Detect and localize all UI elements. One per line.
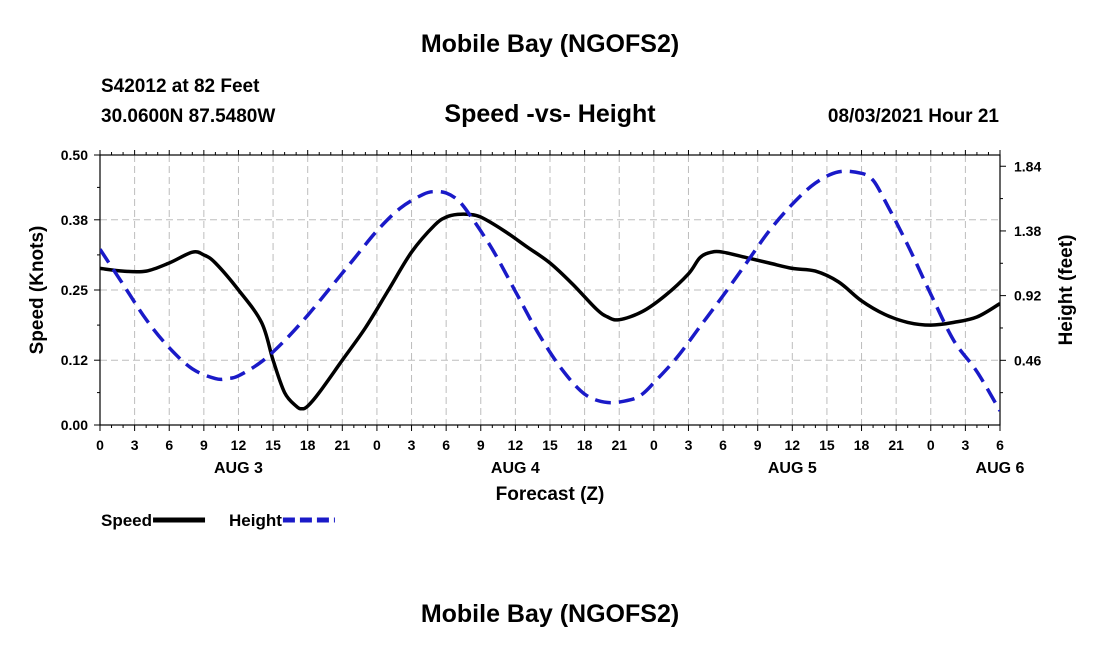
x-tick-label: 9 — [754, 437, 762, 453]
day-label: AUG 6 — [976, 460, 1025, 477]
x-tick-label: 3 — [961, 437, 969, 453]
y-left-tick-label: 0.12 — [61, 352, 88, 368]
x-tick-label: 12 — [508, 437, 524, 453]
y-left-tick-label: 0.00 — [61, 417, 88, 433]
day-label: AUG 5 — [768, 460, 817, 477]
x-tick-label: 18 — [854, 437, 870, 453]
series-line-speed — [100, 212, 1000, 411]
station-label: S42012 at 82 Feet — [101, 76, 260, 97]
day-label: AUG 3 — [214, 460, 263, 477]
y-right-tick-label: 0.92 — [1014, 288, 1041, 304]
y-right-axis-label: Height (feet) — [1056, 235, 1077, 346]
day-label: AUG 4 — [491, 460, 540, 477]
x-axis-label: Forecast (Z) — [496, 484, 605, 505]
x-tick-label: 0 — [96, 437, 104, 453]
y-left-tick-label: 0.25 — [61, 282, 88, 298]
x-tick-label: 3 — [131, 437, 139, 453]
x-tick-label: 18 — [300, 437, 316, 453]
x-tick-label: 21 — [888, 437, 904, 453]
x-tick-label: 12 — [785, 437, 801, 453]
footer-title: Mobile Bay (NGOFS2) — [420, 600, 680, 628]
series-line-height — [100, 169, 1000, 412]
x-tick-label: 18 — [577, 437, 593, 453]
y-left-tick-label: 0.38 — [61, 212, 88, 228]
forecast-datetime: 08/03/2021 Hour 21 — [827, 106, 999, 127]
x-tick-label: 9 — [200, 437, 208, 453]
legend-label-speed: Speed — [101, 511, 152, 530]
y-left-axis-label: Speed (Knots) — [27, 226, 48, 355]
x-tick-label: 15 — [542, 437, 558, 453]
x-tick-label: 6 — [165, 437, 173, 453]
x-tick-label: 21 — [611, 437, 627, 453]
x-tick-label: 6 — [996, 437, 1004, 453]
coordinates-label: 30.0600N 87.5480W — [101, 106, 276, 127]
y-right-tick-label: 0.46 — [1014, 352, 1041, 368]
legend-label-height: Height — [229, 511, 282, 530]
x-tick-label: 21 — [335, 437, 351, 453]
x-tick-label: 0 — [650, 437, 658, 453]
x-tick-label: 15 — [819, 437, 835, 453]
chart-subtitle: Speed -vs- Height — [444, 100, 656, 128]
x-tick-label: 3 — [408, 437, 416, 453]
y-right-tick-label: 1.38 — [1014, 223, 1041, 239]
chart-title: Mobile Bay (NGOFS2) — [420, 30, 680, 58]
x-tick-label: 3 — [685, 437, 693, 453]
y-right-tick-label: 1.84 — [1014, 158, 1041, 174]
x-tick-label: 12 — [231, 437, 247, 453]
x-tick-label: 6 — [719, 437, 727, 453]
x-tick-label: 6 — [442, 437, 450, 453]
x-tick-label: 0 — [927, 437, 935, 453]
x-tick-label: 9 — [477, 437, 485, 453]
y-left-tick-label: 0.50 — [61, 147, 88, 163]
x-tick-label: 15 — [265, 437, 281, 453]
x-tick-label: 0 — [373, 437, 381, 453]
